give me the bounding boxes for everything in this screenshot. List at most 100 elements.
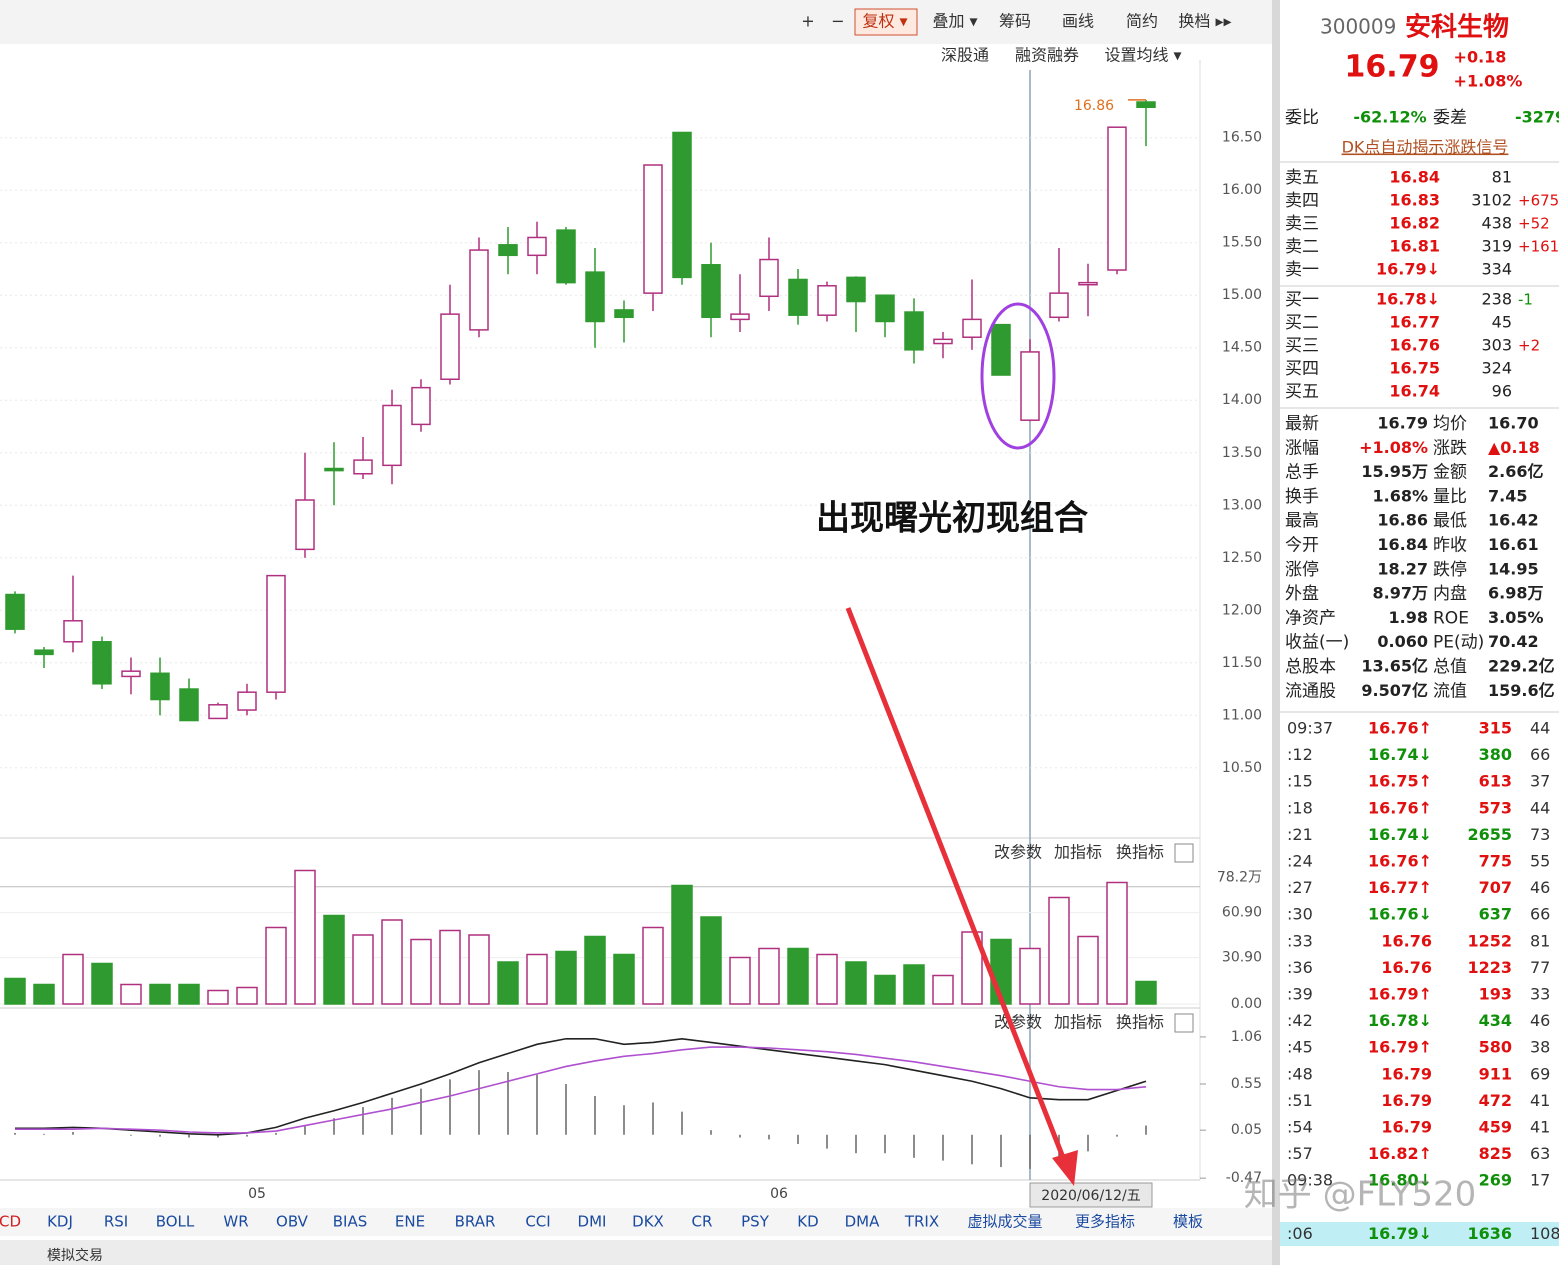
y-tick-label: 0.00 [1231,996,1262,1012]
tick-count: 73 [1530,825,1550,844]
indicator-tab[interactable]: WR [223,1213,248,1231]
panel-button[interactable]: 改参数 [994,1013,1042,1032]
candle-body [846,276,866,303]
candle-body [208,704,228,720]
y-tick-label: 10.50 [1222,760,1262,776]
indicator-tab[interactable]: DMI [578,1213,607,1231]
tick-time: 09:37 [1287,719,1333,738]
date-box [1029,1182,1153,1208]
candle-body [34,649,54,656]
toolbar-button[interactable]: 简约 [1126,12,1158,31]
stat-label: 跌停 [1433,560,1467,580]
indicator-tab[interactable]: OBV [276,1213,309,1231]
volume-bar [62,953,84,1005]
toolbar-button[interactable]: 换档 ▸▸ [1178,12,1231,31]
tick-price: 16.76 [1381,958,1432,977]
indicator-tab[interactable]: ENE [395,1213,425,1231]
label: 委比 [1285,108,1319,128]
order-change: +52 [1518,215,1550,233]
toolbar-button[interactable]: 筹码 [999,12,1031,31]
panel-button[interactable]: 换指标 [1116,1013,1164,1032]
close-button[interactable] [1174,843,1194,863]
indicator-tab[interactable]: RSI [104,1213,128,1231]
indicator-tab[interactable]: BRAR [455,1213,496,1231]
candle-body [527,236,547,257]
volume-bar [758,947,780,1005]
indicator-tab[interactable]: BIAS [333,1213,368,1231]
y-tick-label: 30.90 [1222,950,1262,966]
stat-label: 涨停 [1285,560,1319,580]
indicator-tab[interactable]: PSY [741,1213,770,1231]
indicator-tab[interactable]: DMA [845,1213,880,1231]
y-tick-label: 78.2万 [1217,870,1262,886]
panel-button[interactable]: 改参数 [994,843,1042,862]
highlight-row [1280,1222,1559,1246]
arrow-head [1052,1150,1078,1186]
toolbar-button[interactable]: 叠加 ▾ [932,12,977,31]
candle-body [469,249,489,331]
stat-label: 换手 [1285,487,1319,507]
tick-count: 81 [1530,931,1550,950]
order-change: +161 [1518,238,1559,256]
y-tick-label: 11.50 [1222,655,1262,671]
signal-link[interactable]: DK点自动揭示涨跌信号 [1342,138,1509,157]
order-label: 卖二 [1285,237,1319,257]
tick-time: :54 [1287,1118,1313,1137]
stat-value: 16.79 [1377,414,1428,433]
order-volume: 303 [1481,336,1512,355]
close-button[interactable] [1174,1013,1194,1033]
bottom-tab[interactable]: 模拟交易 [47,1247,103,1264]
order-change: -1 [1518,291,1533,309]
stat-value: 14.95 [1488,559,1539,578]
tick-time: :45 [1287,1038,1313,1057]
order-label: 卖五 [1285,168,1319,188]
volume-bar [468,934,490,1005]
toolbar-link[interactable]: 设置均线 ▾ [1104,46,1181,65]
tick-price: 16.75↑ [1368,772,1432,791]
indicator-tab[interactable]: 模板 [1173,1213,1203,1231]
toolbar-link[interactable]: 深股通 [941,46,989,65]
order-price: 16.82 [1389,214,1440,233]
toolbar-button[interactable]: 复权 ▾ [862,12,907,31]
panel-button[interactable]: 换指标 [1116,843,1164,862]
indicator-tab[interactable]: TRIX [904,1213,939,1231]
stat-label: 总手 [1285,463,1319,483]
stat-value: 70.42 [1488,632,1539,651]
indicator-tab[interactable]: CCI [525,1213,550,1231]
tick-price: 16.82↑ [1368,1144,1432,1163]
indicator-tab[interactable]: CR [692,1213,713,1231]
indicator-tab[interactable]: DKX [632,1213,664,1231]
candle-body [1107,126,1127,271]
stat-label: 最高 [1285,511,1319,531]
toolbar-link[interactable]: 融资融券 [1015,46,1079,65]
volume-bar [932,974,954,1005]
indicator-tab[interactable]: KD [797,1213,818,1231]
candle-body [991,323,1011,376]
indicator-tab[interactable]: KDJ [47,1213,73,1231]
toolbar-button[interactable]: + [801,12,814,31]
indicator-tab[interactable]: 更多指标 [1075,1213,1135,1231]
stat-value: 1.98 [1389,608,1428,627]
order-volume: 324 [1481,359,1512,378]
y-tick-label: 16.50 [1222,130,1262,146]
panel-button[interactable]: 加指标 [1054,1013,1102,1032]
tick-time: :21 [1287,825,1313,844]
tick-count: 46 [1530,878,1550,897]
order-price: 16.75 [1389,359,1440,378]
nav-arrow: 300009 [1320,15,1396,39]
cursor-date: 2020/06/12/五 [1041,1188,1140,1204]
indicator-tab[interactable]: CD [0,1213,21,1231]
toolbar-button[interactable]: 画线 [1062,12,1094,31]
indicator-tab[interactable]: BOLL [156,1213,195,1231]
tick-time: :57 [1287,1144,1313,1163]
tick-count: 108 [1530,1224,1559,1243]
candle-body [585,271,605,323]
tick-count: 41 [1530,1118,1550,1137]
volume-bar [787,947,809,1005]
panel-button[interactable]: 加指标 [1054,843,1102,862]
toolbar-button[interactable]: − [831,12,844,31]
macd-line [15,1046,1147,1134]
indicator-tab[interactable]: 虚拟成交量 [967,1213,1042,1231]
